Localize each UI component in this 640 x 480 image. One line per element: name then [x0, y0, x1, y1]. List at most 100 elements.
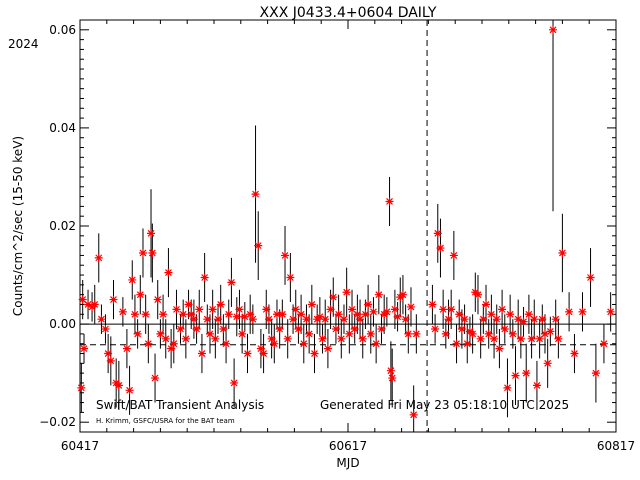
data-point	[337, 334, 346, 343]
data-point	[361, 310, 370, 319]
data-point	[386, 366, 395, 375]
data-point	[219, 325, 228, 333]
data-point	[94, 253, 103, 262]
data-point	[578, 307, 587, 316]
data-point	[246, 310, 255, 319]
data-point	[208, 305, 217, 314]
data-point	[436, 244, 445, 253]
data-point	[161, 334, 170, 343]
data-point	[409, 410, 418, 419]
data-point	[227, 278, 236, 287]
data-point	[479, 315, 488, 324]
data-point	[404, 329, 413, 338]
data-point	[401, 315, 410, 324]
data-point	[133, 329, 142, 338]
data-point	[500, 325, 509, 333]
data-point	[272, 310, 281, 319]
data-point	[310, 349, 319, 358]
data-point	[305, 329, 314, 338]
data-point	[334, 310, 343, 319]
data-point	[522, 369, 531, 378]
data-point	[492, 315, 501, 324]
data-point	[398, 290, 407, 299]
data-point	[264, 315, 273, 324]
data-point	[78, 295, 87, 304]
data-point	[281, 251, 290, 260]
data-point	[262, 305, 271, 314]
data-point	[216, 300, 225, 309]
data-point	[256, 344, 265, 353]
data-point	[366, 329, 375, 338]
data-point	[516, 334, 525, 343]
data-point	[224, 310, 233, 319]
data-point	[235, 305, 244, 314]
data-point	[153, 295, 162, 304]
data-point	[498, 305, 507, 314]
y-tick-label: 0.04	[49, 121, 76, 135]
data-point	[302, 315, 311, 324]
data-point	[240, 312, 249, 321]
error-bars	[80, 20, 612, 432]
y-tick-label: 0.06	[49, 23, 76, 37]
data-point	[267, 334, 276, 343]
data-point	[457, 325, 466, 333]
data-point	[482, 300, 491, 309]
data-point	[167, 344, 176, 353]
data-point	[148, 248, 157, 257]
data-point	[329, 293, 338, 302]
data-point	[358, 334, 367, 343]
data-point	[519, 317, 528, 326]
data-point	[382, 307, 391, 316]
data-point	[546, 327, 555, 336]
data-point	[393, 312, 402, 321]
data-point	[356, 315, 365, 324]
data-point	[144, 339, 153, 348]
data-point	[77, 383, 86, 392]
data-point	[350, 325, 359, 333]
data-point	[80, 344, 89, 353]
data-point	[156, 329, 165, 338]
data-point	[511, 371, 520, 380]
data-point	[484, 329, 493, 338]
data-point	[476, 334, 485, 343]
data-point	[84, 300, 93, 309]
data-point	[374, 290, 383, 299]
data-point	[591, 369, 600, 378]
data-point	[412, 329, 421, 338]
data-point	[532, 381, 541, 390]
data-point	[565, 307, 574, 316]
data-point	[444, 315, 453, 324]
data-point	[176, 325, 185, 333]
data-point	[487, 310, 496, 319]
data-point	[321, 315, 330, 324]
data-point	[551, 315, 560, 324]
data-point	[141, 310, 150, 319]
data-point	[200, 273, 209, 282]
data-point	[259, 349, 268, 358]
data-point	[297, 310, 306, 319]
data-point	[535, 334, 544, 343]
data-point	[104, 349, 113, 358]
data-point	[275, 325, 284, 333]
data-point	[315, 312, 324, 321]
data-point	[377, 325, 386, 333]
data-point	[136, 290, 145, 299]
data-point	[187, 310, 196, 319]
data-point	[159, 310, 168, 319]
data-point	[222, 339, 231, 348]
data-point	[428, 300, 437, 309]
data-point	[558, 248, 567, 257]
footer-credit: H. Krimm, GSFC/USRA for the BAT team	[96, 417, 235, 425]
data-point	[128, 275, 137, 284]
data-point	[369, 307, 378, 316]
y-tick-label: 0.00	[49, 317, 76, 331]
data-point	[345, 329, 354, 338]
data-point	[586, 273, 595, 282]
data-point	[506, 310, 515, 319]
data-markers	[77, 25, 615, 419]
data-point	[364, 300, 373, 309]
data-point	[283, 334, 292, 343]
data-point	[331, 325, 340, 333]
data-point	[554, 334, 563, 343]
data-point	[449, 251, 458, 260]
